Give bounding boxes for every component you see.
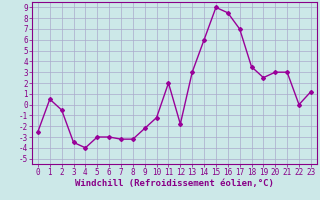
- X-axis label: Windchill (Refroidissement éolien,°C): Windchill (Refroidissement éolien,°C): [75, 179, 274, 188]
